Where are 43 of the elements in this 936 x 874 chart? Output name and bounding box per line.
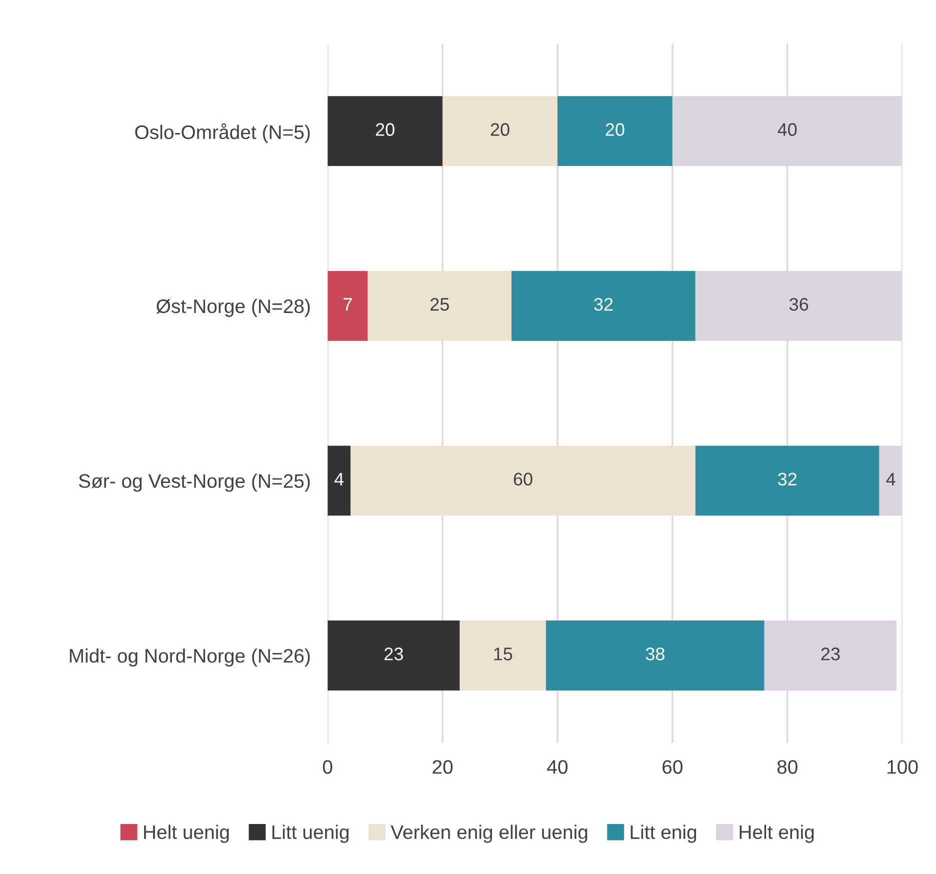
y-tick-label: Oslo-Området (N=5) <box>135 123 310 143</box>
data-label: 23 <box>384 648 403 660</box>
data-label: 32 <box>778 472 796 486</box>
data-label: 20 <box>376 123 394 136</box>
x-tick-label: 80 <box>777 760 798 774</box>
x-tick-label: 100 <box>888 760 918 774</box>
legend-label: Helt uenig <box>144 824 229 843</box>
data-label: 7 <box>344 298 352 311</box>
data-label: 40 <box>778 123 797 136</box>
data-label: 36 <box>790 298 808 311</box>
y-tick-label: Sør- og Vest-Norge (N=25) <box>78 474 310 492</box>
bar <box>557 96 672 166</box>
data-label: 23 <box>821 648 840 660</box>
data-label: 20 <box>606 123 624 136</box>
data-label: 4 <box>334 472 344 486</box>
x-tick-label: 0 <box>322 760 332 774</box>
x-tick-label: 40 <box>547 760 568 774</box>
legend-label: Litt enig <box>630 824 696 843</box>
y-tick-label: Midt- og Nord-Norge (N=26) <box>70 648 310 667</box>
bar <box>350 446 696 516</box>
bar <box>368 270 512 341</box>
bar <box>460 620 546 690</box>
legend-label: Verken enig eller uenig <box>390 824 588 843</box>
bar <box>328 270 368 341</box>
data-label: 4 <box>886 472 896 486</box>
data-label: 38 <box>646 648 664 660</box>
data-label: 60 <box>514 472 532 486</box>
data-label: 15 <box>494 648 512 660</box>
data-label: 20 <box>490 123 510 136</box>
bar <box>695 446 880 516</box>
x-tick-label: 20 <box>432 760 453 774</box>
y-tick-label: Øst-Norge (N=28) <box>156 298 310 317</box>
data-label: 25 <box>430 298 449 311</box>
bar <box>546 620 764 690</box>
legend-label: Litt uenig <box>272 824 349 843</box>
bar <box>328 620 460 690</box>
legend-label: Helt enig <box>740 824 814 843</box>
x-tick-label: 60 <box>662 760 682 774</box>
data-label: 32 <box>594 298 613 311</box>
bar <box>328 96 443 166</box>
bar <box>442 96 558 166</box>
bar <box>512 270 696 341</box>
bar <box>328 446 351 516</box>
